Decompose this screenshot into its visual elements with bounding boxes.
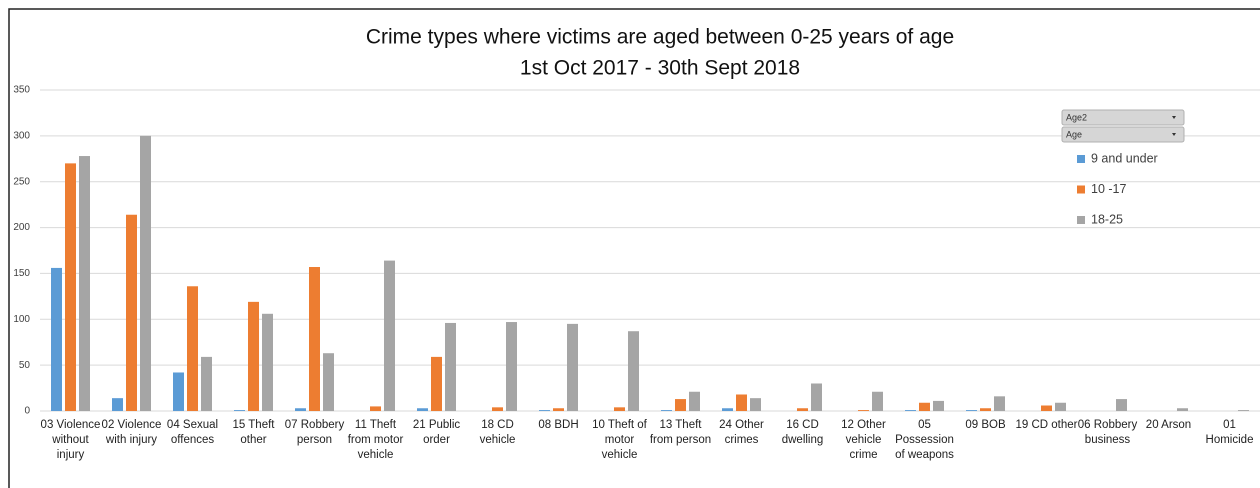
legend-label: 10 -17 (1091, 182, 1126, 196)
bar (1041, 405, 1052, 411)
x-tick-label: 03 Violence without injury (40, 419, 101, 461)
bar (539, 410, 550, 411)
y-tick-label: 0 (24, 406, 30, 417)
bar (126, 214, 137, 411)
legend-swatch (1077, 216, 1085, 224)
bar (295, 408, 306, 411)
bar (614, 407, 625, 411)
x-tick-label: 20 Arson (1145, 419, 1192, 431)
bar (370, 406, 381, 411)
bar (1177, 408, 1188, 411)
filter-arrow (1172, 133, 1176, 136)
bar (722, 408, 733, 411)
bar (187, 286, 198, 411)
bar (750, 398, 761, 411)
x-tick-label: 18 CD vehicle (479, 419, 516, 446)
bar (79, 156, 90, 411)
bar (323, 353, 334, 411)
bar (980, 408, 991, 411)
x-tick-label: 06 Robbery business (1077, 419, 1138, 446)
x-tick-label: 04 Sexual offences (166, 419, 219, 446)
x-tick-label: 02 Violence with injury (101, 419, 162, 446)
bar (905, 410, 916, 411)
bar (675, 399, 686, 411)
x-tick-label: 01 Homicide (1205, 419, 1254, 446)
bar (628, 331, 639, 411)
x-tick-label: 09 BOB (965, 419, 1006, 431)
filter-button-label: Age (1066, 129, 1082, 139)
bar (262, 313, 273, 411)
y-tick-label: 250 (13, 176, 30, 187)
bar (417, 408, 428, 411)
chart-subtitle: 1st Oct 2017 - 30th Sept 2018 (520, 57, 800, 80)
bar (966, 410, 977, 411)
bar (112, 398, 123, 411)
bar (445, 322, 456, 411)
y-tick-label: 350 (13, 85, 30, 96)
x-tick-label: 19 CD other (1015, 419, 1078, 431)
bar (567, 323, 578, 411)
bar (1238, 410, 1249, 411)
bar (492, 407, 503, 411)
bar (506, 322, 517, 411)
bar (1116, 399, 1127, 411)
x-tick-label: 16 CD dwelling (781, 419, 824, 446)
filter-button[interactable] (1061, 109, 1185, 126)
x-tick-label: 08 BDH (538, 419, 579, 431)
bar (309, 267, 320, 411)
chart-title: Crime types where victims are aged betwe… (366, 26, 954, 49)
bar (919, 402, 930, 411)
x-tick-label: 15 Theft other (232, 419, 275, 446)
bar (1055, 402, 1066, 411)
bar (994, 396, 1005, 411)
legend-swatch (1077, 155, 1085, 163)
bar (858, 410, 869, 411)
filter-button[interactable] (1061, 126, 1185, 143)
filter-button-label: Age2 (1066, 112, 1087, 122)
bar (811, 383, 822, 411)
bar (201, 356, 212, 411)
legend-label: 18-25 (1091, 212, 1123, 226)
bar (234, 410, 245, 411)
bar (248, 301, 259, 411)
x-tick-label: 11 Theft from motor vehicle (347, 419, 404, 461)
x-tick-label: 13 Theft from person (649, 419, 712, 446)
filter-arrow (1172, 116, 1176, 119)
y-tick-label: 300 (13, 130, 30, 141)
y-tick-label: 50 (19, 360, 31, 371)
bar (140, 135, 151, 411)
bar (553, 408, 564, 411)
bar (689, 391, 700, 411)
y-tick-label: 200 (13, 222, 30, 233)
bar (933, 400, 944, 411)
bar (51, 267, 62, 411)
x-tick-label: 12 Other vehicle crime (841, 419, 886, 461)
bar (872, 391, 883, 411)
bar (431, 356, 442, 411)
legend-label: 9 and under (1091, 151, 1158, 165)
bar (173, 372, 184, 411)
chart-frame (8, 8, 1260, 488)
legend-swatch (1077, 185, 1085, 194)
x-tick-label: 24 Other crimes (719, 419, 764, 446)
y-tick-label: 150 (13, 268, 30, 279)
bar (65, 163, 76, 411)
x-tick-label: 05 Possession of weapons (895, 419, 954, 461)
bar (661, 410, 672, 411)
x-tick-label: 10 Theft of motor vehicle (592, 419, 647, 461)
bar (384, 260, 395, 411)
y-tick-label: 100 (13, 314, 30, 325)
x-tick-label: 21 Public order (412, 419, 461, 446)
x-tick-label: 07 Robbery person (284, 419, 345, 446)
bar (736, 394, 747, 411)
bar (797, 408, 808, 411)
